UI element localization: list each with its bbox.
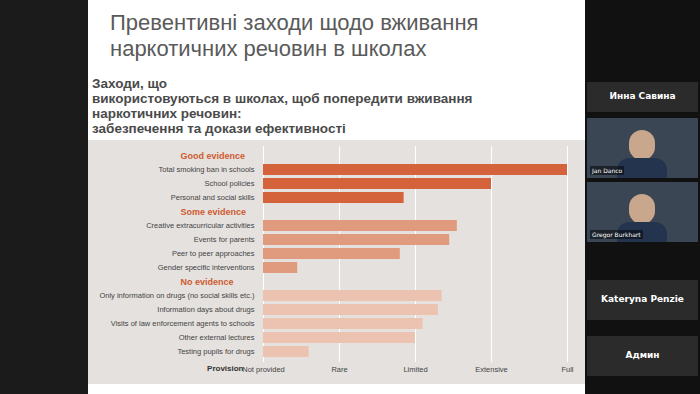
html-text:Админ: Админ bbox=[625, 350, 660, 360]
svg-text:Not provided: Not provided bbox=[242, 365, 285, 374]
html-text:Заходи, що використовуються в: Заходи, що використовуються в школах, що… bbox=[92, 76, 473, 136]
svg-text:Total smoking ban in schools: Total smoking ban in schools bbox=[159, 165, 255, 174]
svg-text:Extensive: Extensive bbox=[475, 365, 508, 374]
html-text:Kateryna Penzie: Kateryna Penzie bbox=[601, 294, 684, 304]
html-text:Превентивні заходи щодо вживан: Превентивні заходи щодо вживання наркоти… bbox=[110, 10, 479, 61]
svg-text:Peer to peer approaches: Peer to peer approaches bbox=[172, 249, 255, 258]
svg-text:Good evidence: Good evidence bbox=[181, 151, 246, 161]
svg-text:Visits of law enforcement agen: Visits of law enforcement agents to scho… bbox=[111, 319, 255, 328]
html-text:Gregor Burkhart: Gregor Burkhart bbox=[592, 231, 641, 238]
svg-text:Creative extracurricular activ: Creative extracurricular activities bbox=[146, 221, 255, 230]
svg-text:Information days about drugs: Information days about drugs bbox=[157, 305, 254, 314]
svg-text:Some evidence: Some evidence bbox=[181, 207, 247, 217]
svg-text:Rare: Rare bbox=[331, 365, 347, 374]
html-text:Инна Савина: Инна Савина bbox=[609, 91, 676, 101]
svg-text:Full: Full bbox=[561, 365, 573, 374]
svg-text:Events for parents: Events for parents bbox=[194, 235, 255, 244]
svg-text:Personal and social skills: Personal and social skills bbox=[171, 193, 255, 202]
svg-text:Limited: Limited bbox=[403, 365, 427, 374]
html-text:Jan Danco: Jan Danco bbox=[592, 167, 623, 174]
svg-text:Other external lectures: Other external lectures bbox=[179, 333, 255, 342]
svg-text:No evidence: No evidence bbox=[181, 277, 234, 287]
svg-text:Gender specific interventions: Gender specific interventions bbox=[158, 263, 255, 272]
svg-text:Only information on drugs (no: Only information on drugs (no social ski… bbox=[99, 291, 255, 300]
svg-text:Provision: Provision bbox=[207, 364, 244, 373]
svg-text:Testing pupils for drugs: Testing pupils for drugs bbox=[177, 347, 254, 356]
svg-text:School policies: School policies bbox=[204, 179, 254, 188]
